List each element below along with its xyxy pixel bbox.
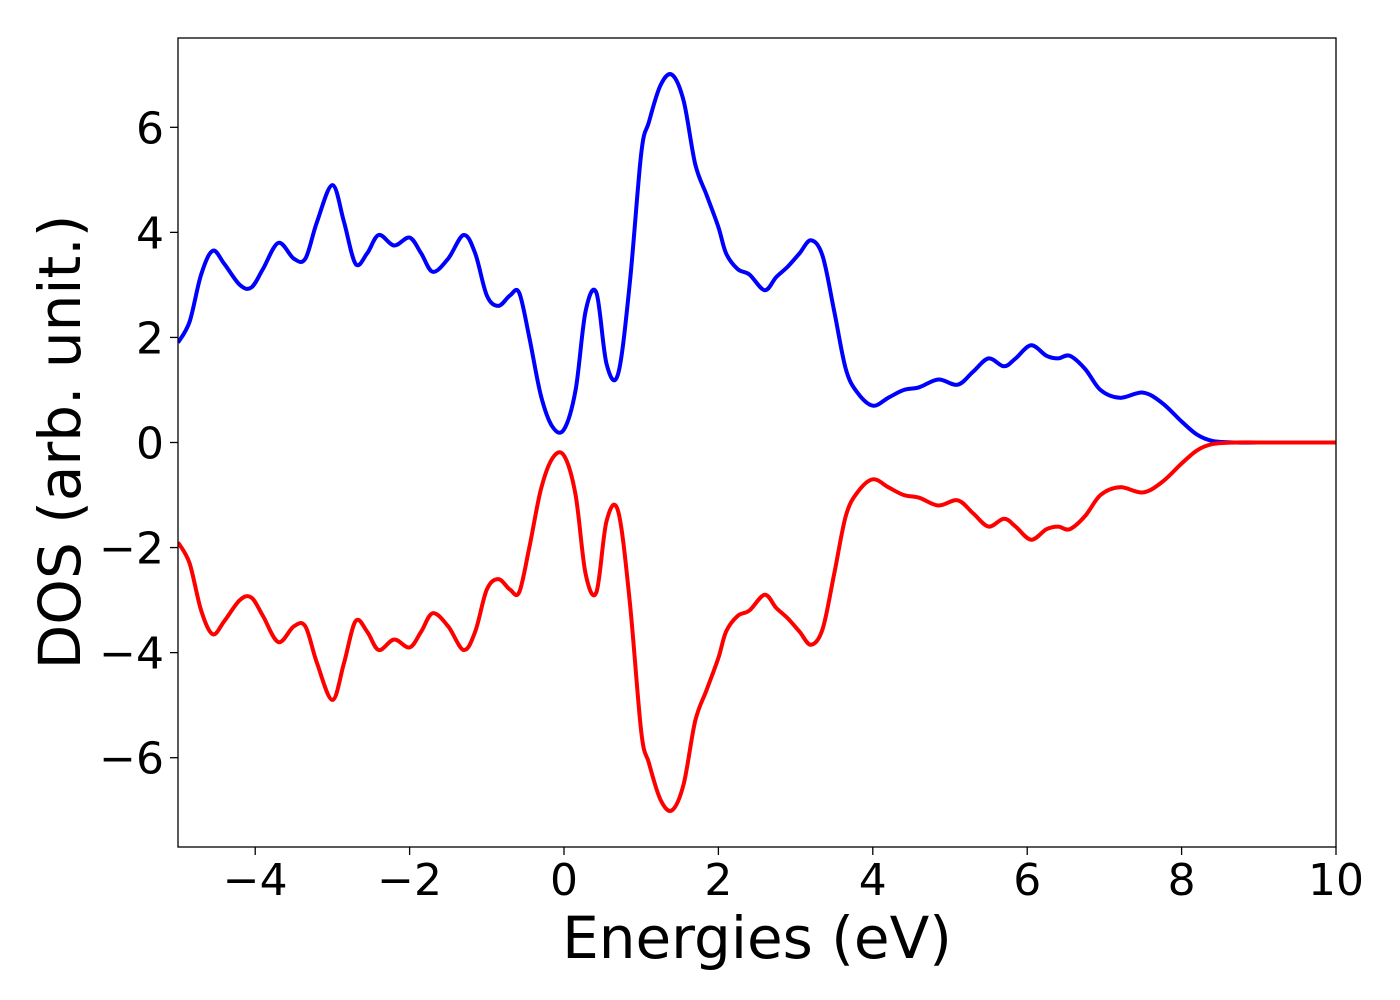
x-tick-label: 6 (1013, 855, 1041, 906)
plot-frame (177, 37, 1337, 848)
x-tick-label: 2 (704, 855, 732, 906)
y-tick-label: 4 (136, 208, 164, 259)
dos-up-line (178, 72, 1336, 445)
y-tick-label: −2 (99, 524, 164, 575)
x-tick-label: 8 (1168, 855, 1196, 906)
x-tick-label: 0 (550, 855, 578, 906)
y-tick-label: −6 (99, 734, 164, 785)
y-axis-title: DOS (arb. unit.) (26, 215, 94, 670)
y-tick-label: 2 (136, 313, 164, 364)
x-tick-label: 4 (859, 855, 887, 906)
y-tick-label: 6 (136, 103, 164, 154)
x-tick-label: −2 (377, 855, 442, 906)
y-tick-label: 0 (136, 419, 164, 470)
dos-down-line (178, 440, 1336, 813)
x-axis-title: Energies (eV) (562, 904, 952, 972)
y-tick-label: −4 (99, 629, 164, 680)
series-layer (178, 72, 1336, 813)
x-tick-label: 10 (1308, 855, 1364, 906)
x-axis-ticks: −4 −2 0 2 4 6 8 10 (223, 847, 1364, 906)
x-tick-label: −4 (223, 855, 288, 906)
y-axis-ticks: −6 −4 −2 0 2 4 6 (99, 103, 178, 785)
